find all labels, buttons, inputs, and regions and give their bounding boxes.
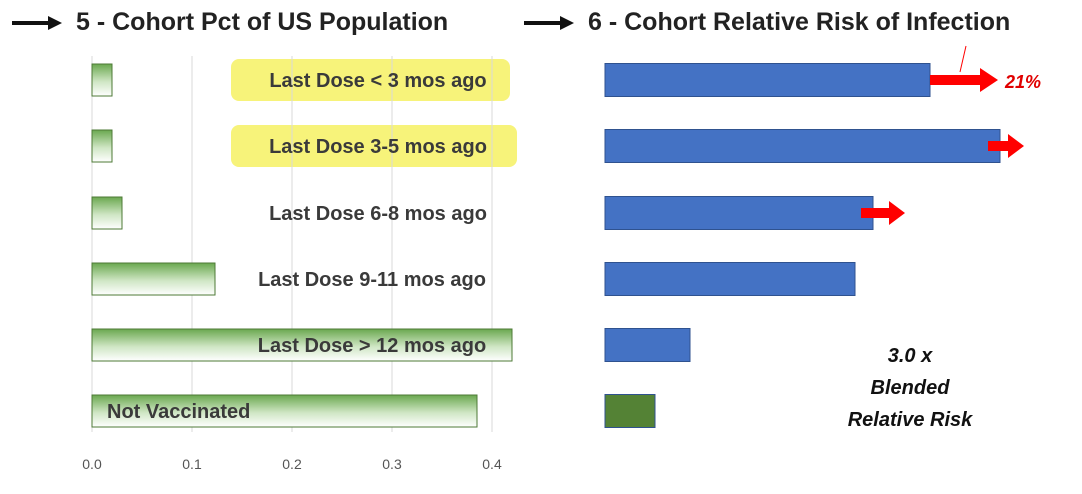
blended-risk-note: 3.0 x (888, 345, 933, 367)
population-bar (91, 262, 216, 296)
chart-5-title: 5 - Cohort Pct of US Population (12, 8, 448, 37)
x-tick-label: 0.3 (382, 456, 402, 472)
chart-5-title-text: 5 - Cohort Pct of US Population (76, 8, 449, 36)
population-bar (91, 63, 113, 97)
chart-6-title-text: 6 - Cohort Relative Risk of Infection (588, 8, 1011, 36)
category-label: Last Dose > 12 mos ago (258, 335, 486, 357)
red-arrow-icon (930, 68, 998, 92)
relative-risk-bar (604, 262, 856, 296)
relative-risk-bar (604, 63, 931, 97)
red-arrow-icon (861, 201, 905, 225)
relative-risk-bar (604, 394, 656, 428)
category-label: Not Vaccinated (107, 401, 250, 423)
relative-risk-bar (604, 196, 874, 230)
population-bar (91, 328, 513, 362)
pct-annotation: 21% (1004, 72, 1041, 92)
category-label: Last Dose 9-11 mos ago (258, 269, 486, 291)
relative-risk-bar (604, 129, 1001, 163)
chart-6-title: 6 - Cohort Relative Risk of Infection (524, 8, 1010, 37)
x-tick-label: 0.1 (182, 456, 202, 472)
population-bar (91, 196, 123, 230)
blended-risk-note: Blended (871, 377, 951, 399)
x-tick-label: 0.0 (82, 456, 102, 472)
category-label: Last Dose < 3 mos ago (269, 70, 486, 92)
label-highlight (231, 125, 517, 167)
right-arrow-icon (524, 16, 574, 31)
x-tick-label: 0.4 (482, 456, 502, 472)
red-arrow-icon (988, 134, 1024, 158)
population-bar (91, 129, 113, 163)
blended-risk-note: Relative Risk (848, 409, 973, 431)
category-label: Last Dose 3-5 mos ago (269, 136, 487, 158)
label-highlight (231, 59, 510, 101)
right-arrow-icon (12, 16, 62, 31)
category-label: Last Dose 6-8 mos ago (269, 203, 487, 225)
relative-risk-bar (604, 328, 691, 362)
x-tick-label: 0.2 (282, 456, 302, 472)
population-bar (91, 394, 478, 428)
annotation-line (959, 45, 967, 73)
